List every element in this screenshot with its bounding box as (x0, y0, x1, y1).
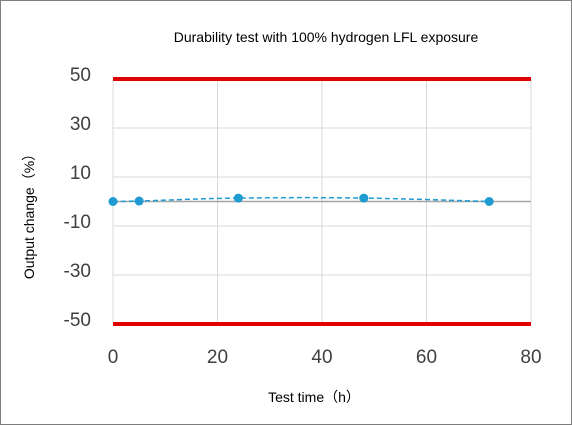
limit-layer (113, 77, 531, 326)
y-axis-label: Output change（%） (21, 147, 37, 279)
y-tick-label: 50 (70, 65, 91, 86)
chart-title: Durability test with 100% hydrogen LFL e… (174, 29, 479, 45)
x-tick-label: 20 (207, 347, 228, 368)
y-tick-labels: 50 30 10 -10 -30 -50 (64, 65, 91, 331)
data-point (108, 197, 118, 206)
series-layer (108, 193, 494, 206)
x-tick-label: 80 (520, 347, 541, 368)
x-axis-label: Test time（h） (268, 389, 360, 405)
y-tick-label: -10 (64, 212, 91, 233)
x-tick-label: 60 (416, 347, 437, 368)
data-point (359, 193, 369, 203)
y-tick-label: -50 (64, 310, 91, 331)
data-point (484, 197, 494, 206)
y-tick-label: -30 (64, 261, 91, 282)
x-tick-labels: 0 20 40 60 80 (108, 347, 542, 368)
y-tick-label: 10 (70, 163, 91, 184)
x-tick-label: 0 (108, 347, 119, 368)
data-point (134, 196, 144, 206)
y-tick-label: 30 (70, 114, 91, 135)
data-point (233, 193, 243, 203)
x-tick-label: 40 (311, 347, 332, 368)
series-line (112, 196, 490, 203)
